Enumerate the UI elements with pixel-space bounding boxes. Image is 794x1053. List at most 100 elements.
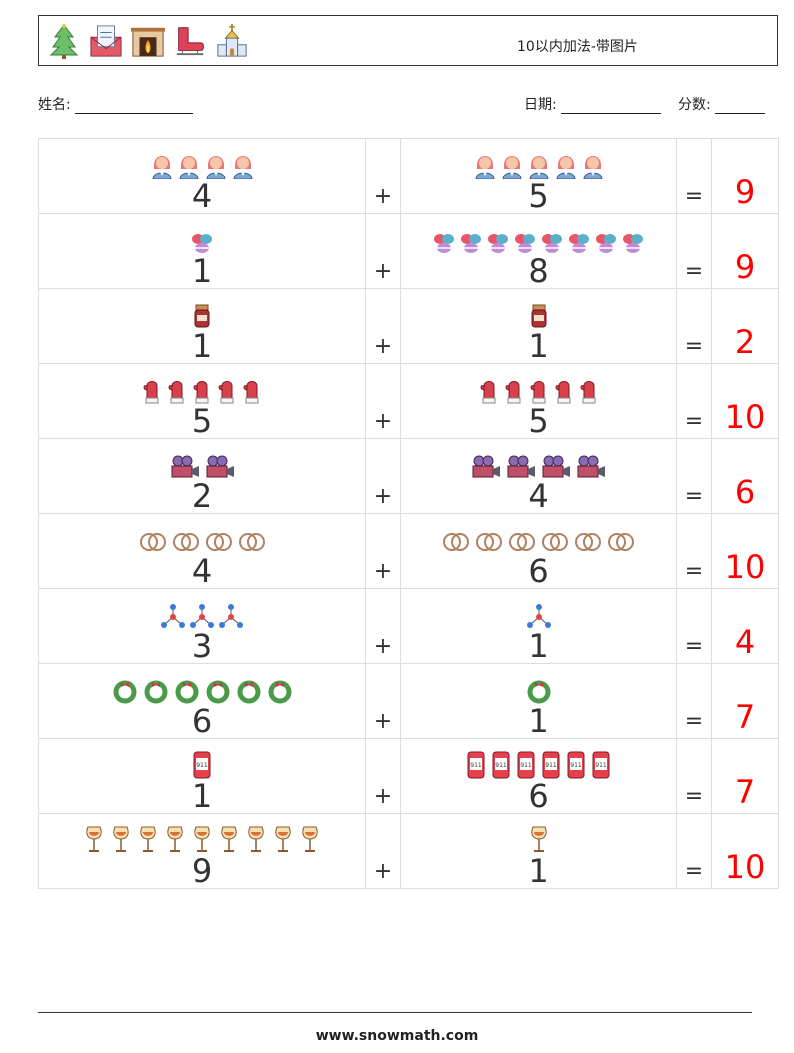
date-line[interactable]: [560, 99, 661, 114]
addend-a-cell: 911 1: [38, 738, 366, 815]
wreath-icon: [143, 678, 169, 704]
macaron-icon: [487, 230, 509, 254]
rings-icon: [574, 530, 602, 554]
equals-sign: =: [676, 513, 712, 589]
addend-b-cell: 5: [400, 363, 677, 440]
phone-911-icon: 911: [466, 751, 486, 779]
camera-icon: [205, 455, 235, 479]
addend-b-cell: 4: [400, 438, 677, 514]
wreath-icon: [236, 678, 262, 704]
answer-cell[interactable]: 10: [711, 363, 779, 439]
answer-cell[interactable]: 2: [711, 288, 779, 364]
christmas-tree-icon: [47, 22, 81, 60]
addend-a-number: 3: [191, 627, 213, 665]
name-field[interactable]: 姓名:: [38, 94, 193, 114]
answer-cell[interactable]: 9: [711, 138, 779, 214]
addend-a-icons: [39, 289, 365, 329]
score-label: 分数:: [678, 97, 711, 113]
addend-b-cell: 911 911 911 911 911 911 6: [400, 738, 677, 814]
name-line[interactable]: [74, 99, 193, 114]
answer-cell[interactable]: 7: [711, 663, 779, 739]
phone-911-icon: 911: [491, 751, 511, 779]
footer-divider: [38, 1012, 752, 1013]
macaron-icon: [622, 230, 644, 254]
rings-icon: [139, 530, 167, 554]
answer-cell[interactable]: 6: [711, 438, 779, 514]
addend-a-icons: [39, 664, 365, 704]
mitten-icon: [167, 378, 187, 404]
addend-b-number: 8: [528, 252, 549, 290]
svg-text:911: 911: [595, 762, 607, 769]
svg-text:911: 911: [520, 762, 532, 769]
rings-icon: [508, 530, 536, 554]
equals-sign: =: [676, 813, 712, 889]
addend-a-cell: 1: [38, 213, 366, 289]
wreath-icon: [112, 678, 138, 704]
answer-cell[interactable]: 7: [711, 738, 779, 814]
svg-text:911: 911: [545, 762, 557, 769]
wine-glass-icon: [164, 824, 186, 854]
problem-row: 1 +1 = 2: [38, 288, 779, 365]
addend-b-icons: [401, 439, 676, 479]
mitten-icon: [192, 378, 212, 404]
addend-b-cell: 8: [400, 213, 677, 290]
equals-sign: =: [676, 213, 712, 289]
problem-row: 6 +1 = 7: [38, 663, 779, 739]
wreath-icon: [526, 678, 552, 704]
wreath-icon: [205, 678, 231, 704]
score-field[interactable]: 分数:: [678, 94, 765, 114]
score-line[interactable]: [714, 99, 765, 114]
wine-glass-icon: [245, 824, 267, 854]
addend-a-cell: 4: [38, 513, 366, 589]
equals-sign: =: [676, 663, 712, 739]
addend-a-number: 1: [191, 777, 213, 815]
addend-b-icons: [401, 364, 676, 404]
addend-b-number: 1: [528, 327, 549, 365]
wine-glass-icon: [191, 824, 213, 854]
mitten-icon: [142, 378, 162, 404]
addend-b-icons: 911 911 911 911 911 911: [401, 739, 676, 779]
addend-b-number: 5: [528, 402, 549, 440]
rings-icon: [238, 530, 266, 554]
problem-table: 4 +5 = 9 1 +8 = 9 1 +1 = 2 5 +5 = 10 2 +4 = 6 4 +6 = 10 3 +1 = 4 6 +1…: [38, 138, 779, 889]
plus-sign: +: [365, 738, 401, 814]
equals-sign: =: [676, 138, 712, 214]
addend-a-icons: [39, 814, 365, 854]
footer-site: www.snowmath.com: [315, 1028, 479, 1044]
molecule-icon: [190, 603, 214, 629]
svg-text:911: 911: [470, 762, 482, 769]
answer-cell[interactable]: 10: [711, 813, 779, 889]
wreath-icon: [174, 678, 200, 704]
plus-sign: +: [365, 138, 401, 214]
addend-a-cell: 6: [38, 663, 366, 739]
addend-b-icons: [401, 814, 676, 854]
plus-sign: +: [365, 813, 401, 889]
addend-b-cell: 1: [400, 288, 677, 365]
macaron-icon: [541, 230, 563, 254]
problem-row: 911 1 +911 911 911 911 911 911 6 = 7: [38, 738, 779, 815]
equals-sign: =: [676, 363, 712, 439]
addend-b-icons: [401, 589, 676, 629]
addend-a-icons: [39, 439, 365, 479]
date-field[interactable]: 日期:: [524, 94, 661, 114]
addend-a-cell: 3: [38, 588, 366, 665]
camera-icon: [541, 455, 571, 479]
addend-b-cell: 1: [400, 588, 677, 664]
addend-b-number: 6: [528, 552, 549, 590]
date-label: 日期:: [524, 97, 557, 113]
wine-glass-icon: [110, 824, 132, 854]
rings-icon: [541, 530, 569, 554]
addend-a-icons: [39, 214, 365, 254]
addend-b-number: 5: [528, 177, 549, 215]
addend-a-number: 2: [191, 477, 213, 515]
answer-cell[interactable]: 9: [711, 213, 779, 289]
addend-b-icons: [401, 514, 676, 554]
answer-cell[interactable]: 10: [711, 513, 779, 589]
problem-row: 5 +5 = 10: [38, 363, 779, 440]
equals-sign: =: [676, 288, 712, 364]
answer-cell[interactable]: 4: [711, 588, 779, 664]
problem-row: 9 +1 = 10: [38, 813, 779, 889]
woman-icon: [501, 151, 523, 179]
plus-sign: +: [365, 438, 401, 514]
woman-icon: [178, 151, 200, 179]
